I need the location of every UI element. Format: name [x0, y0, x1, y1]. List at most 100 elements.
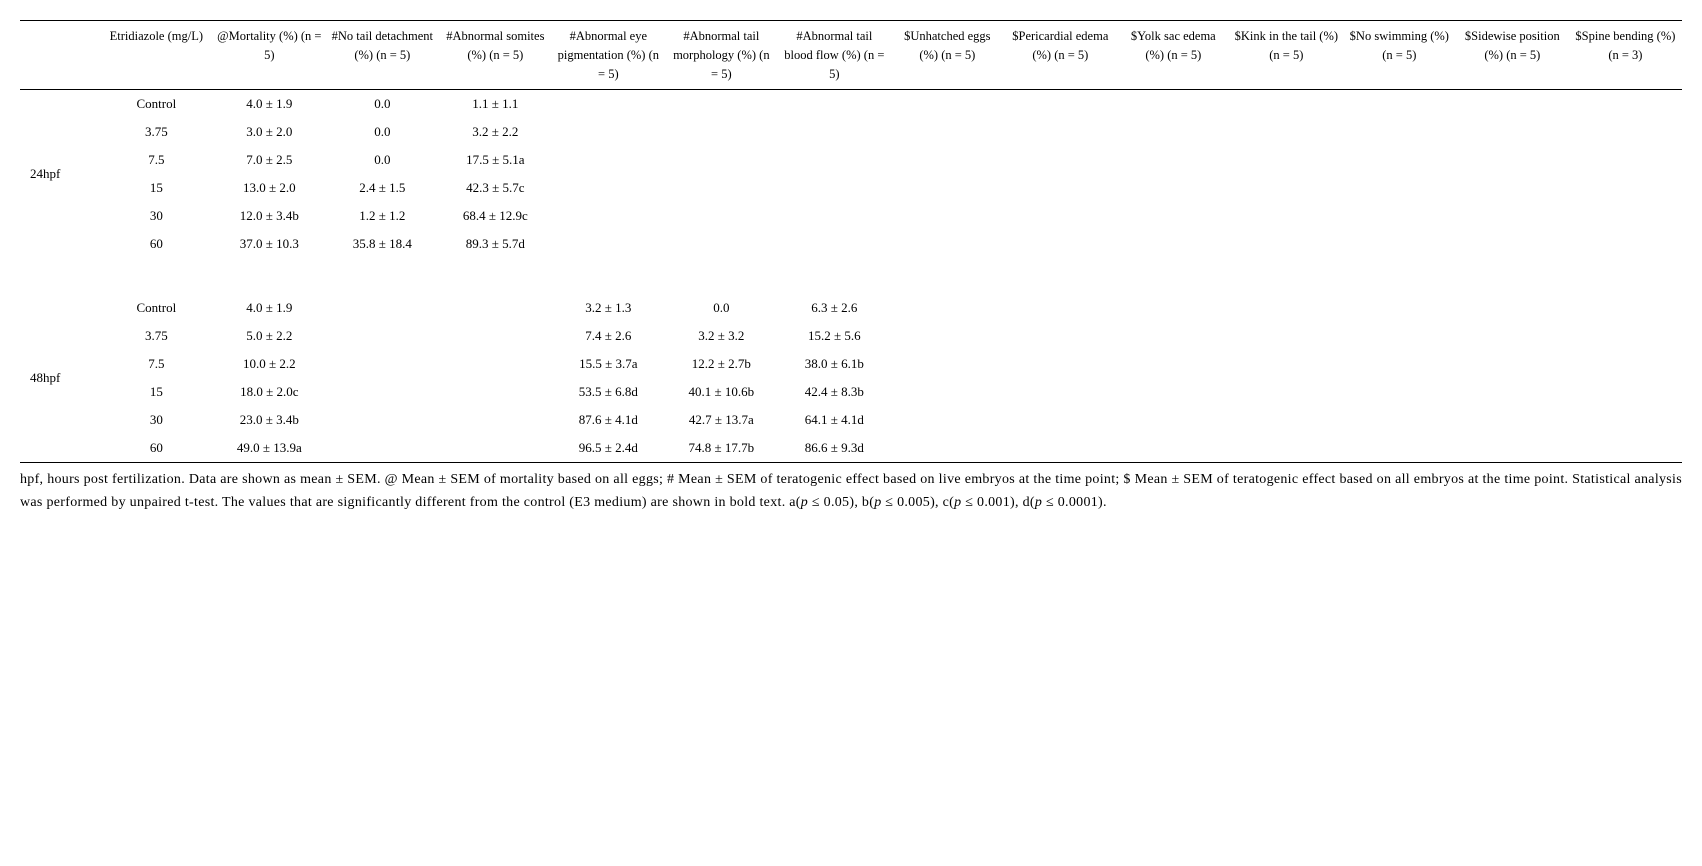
value-cell	[778, 230, 891, 258]
value-cell	[1343, 202, 1456, 230]
value-cell	[1117, 406, 1230, 434]
value-cell: 64.1 ± 4.1d	[778, 406, 891, 434]
value-cell	[1343, 322, 1456, 350]
value-cell	[1343, 294, 1456, 322]
value-cell	[1117, 322, 1230, 350]
value-cell	[1004, 90, 1117, 119]
value-cell	[1230, 322, 1343, 350]
value-cell	[1117, 174, 1230, 202]
dose-cell: 7.5	[100, 350, 213, 378]
value-cell	[1456, 202, 1569, 230]
value-cell	[891, 90, 1004, 119]
value-cell	[1117, 434, 1230, 463]
value-cell	[1343, 174, 1456, 202]
value-cell: 3.0 ± 2.0	[213, 118, 326, 146]
footnote: hpf, hours post fertilization. Data are …	[20, 469, 1682, 514]
value-cell	[1456, 118, 1569, 146]
value-cell: 4.0 ± 1.9	[213, 294, 326, 322]
value-cell: 15.2 ± 5.6	[778, 322, 891, 350]
value-cell	[326, 378, 439, 406]
value-cell	[1569, 146, 1682, 174]
value-cell	[778, 118, 891, 146]
value-cell	[1569, 230, 1682, 258]
header-cell: $Kink in the tail (%) (n = 5)	[1230, 21, 1343, 90]
value-cell	[1004, 322, 1117, 350]
value-cell	[1343, 434, 1456, 463]
value-cell	[1117, 294, 1230, 322]
value-cell	[552, 118, 665, 146]
value-cell: 15.5 ± 3.7a	[552, 350, 665, 378]
value-cell	[326, 406, 439, 434]
value-cell	[326, 294, 439, 322]
value-cell	[439, 294, 552, 322]
dose-cell: 3.75	[100, 322, 213, 350]
value-cell: 0.0	[326, 118, 439, 146]
value-cell	[1004, 202, 1117, 230]
value-cell	[1343, 146, 1456, 174]
data-table: Etridiazole (mg/L) @Mortality (%) (n = 5…	[20, 20, 1682, 463]
value-cell	[891, 230, 1004, 258]
value-cell: 0.0	[326, 90, 439, 119]
value-cell: 87.6 ± 4.1d	[552, 406, 665, 434]
value-cell	[665, 118, 778, 146]
dose-cell: 30	[100, 406, 213, 434]
value-cell	[1569, 294, 1682, 322]
value-cell	[891, 146, 1004, 174]
value-cell	[439, 378, 552, 406]
value-cell: 0.0	[326, 146, 439, 174]
table-row: 3.755.0 ± 2.27.4 ± 2.63.2 ± 3.215.2 ± 5.…	[20, 322, 1682, 350]
value-cell	[1117, 350, 1230, 378]
value-cell	[1230, 350, 1343, 378]
value-cell	[1569, 322, 1682, 350]
group-label: 24hpf	[20, 90, 100, 259]
header-cell: $Unhatched eggs (%) (n = 5)	[891, 21, 1004, 90]
value-cell: 18.0 ± 2.0c	[213, 378, 326, 406]
value-cell	[1004, 146, 1117, 174]
value-cell	[552, 230, 665, 258]
spacer-row	[20, 258, 1682, 294]
value-cell	[1117, 90, 1230, 119]
table-row: 7.510.0 ± 2.215.5 ± 3.7a12.2 ± 2.7b38.0 …	[20, 350, 1682, 378]
value-cell	[1230, 230, 1343, 258]
value-cell	[1004, 434, 1117, 463]
dose-cell: 15	[100, 174, 213, 202]
dose-cell: 60	[100, 230, 213, 258]
value-cell	[778, 174, 891, 202]
value-cell: 6.3 ± 2.6	[778, 294, 891, 322]
value-cell	[1230, 434, 1343, 463]
value-cell: 35.8 ± 18.4	[326, 230, 439, 258]
value-cell	[665, 174, 778, 202]
value-cell	[1117, 118, 1230, 146]
value-cell	[439, 406, 552, 434]
value-cell	[1456, 230, 1569, 258]
value-cell	[1004, 230, 1117, 258]
value-cell	[1456, 350, 1569, 378]
table-row: 3023.0 ± 3.4b 87.6 ± 4.1d42.7 ± 13.7a64.1…	[20, 406, 1682, 434]
value-cell: 37.0 ± 10.3	[213, 230, 326, 258]
dose-cell: 7.5	[100, 146, 213, 174]
group-label: 48hpf	[20, 294, 100, 463]
value-cell	[665, 202, 778, 230]
value-cell: 3.2 ± 2.2	[439, 118, 552, 146]
dose-cell: Control	[100, 90, 213, 119]
value-cell	[552, 202, 665, 230]
value-cell	[439, 322, 552, 350]
dose-cell: 15	[100, 378, 213, 406]
value-cell	[439, 434, 552, 463]
value-cell: 23.0 ± 3.4b	[213, 406, 326, 434]
value-cell: 17.5 ± 5.1a	[439, 146, 552, 174]
table-row: 1518.0 ± 2.0c53.5 ± 6.8d40.1 ± 10.6b42.4…	[20, 378, 1682, 406]
value-cell	[1230, 294, 1343, 322]
value-cell: 42.7 ± 13.7a	[665, 406, 778, 434]
value-cell	[891, 378, 1004, 406]
value-cell: 68.4 ± 12.9c	[439, 202, 552, 230]
value-cell: 53.5 ± 6.8d	[552, 378, 665, 406]
header-cell: $Sidewise position (%) (n = 5)	[1456, 21, 1569, 90]
header-cell: $Yolk sac edema (%) (n = 5)	[1117, 21, 1230, 90]
header-cell: #Abnormal tail morphology (%) (n = 5)	[665, 21, 778, 90]
header-cell: $Spine bending (%) (n = 3)	[1569, 21, 1682, 90]
value-cell: 13.0 ± 2.0	[213, 174, 326, 202]
value-cell: 7.0 ± 2.5	[213, 146, 326, 174]
value-cell	[891, 322, 1004, 350]
value-cell	[552, 174, 665, 202]
